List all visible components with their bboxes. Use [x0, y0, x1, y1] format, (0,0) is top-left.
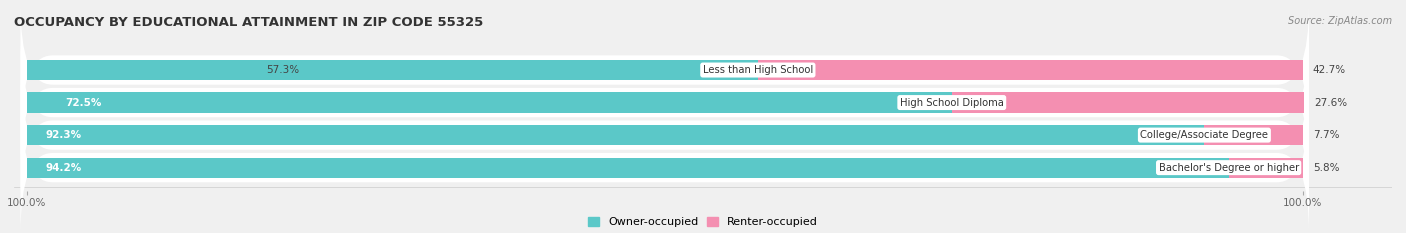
Bar — [27, 60, 758, 80]
Text: Source: ZipAtlas.com: Source: ZipAtlas.com — [1288, 16, 1392, 26]
Text: 72.5%: 72.5% — [65, 98, 101, 108]
FancyBboxPatch shape — [21, 101, 1309, 233]
FancyBboxPatch shape — [21, 36, 1309, 169]
Text: 5.8%: 5.8% — [1313, 163, 1340, 173]
Bar — [1205, 125, 1302, 145]
Bar — [27, 93, 952, 113]
FancyBboxPatch shape — [21, 3, 1309, 137]
Legend: Owner-occupied, Renter-occupied: Owner-occupied, Renter-occupied — [583, 212, 823, 232]
Text: Bachelor's Degree or higher: Bachelor's Degree or higher — [1159, 163, 1299, 173]
Text: College/Associate Degree: College/Associate Degree — [1140, 130, 1268, 140]
Bar — [758, 60, 1302, 80]
Text: 27.6%: 27.6% — [1315, 98, 1347, 108]
Text: 7.7%: 7.7% — [1313, 130, 1340, 140]
Text: 57.3%: 57.3% — [266, 65, 299, 75]
Text: 92.3%: 92.3% — [46, 130, 82, 140]
Bar — [27, 158, 1229, 178]
Text: 42.7%: 42.7% — [1313, 65, 1346, 75]
Text: 94.2%: 94.2% — [46, 163, 82, 173]
Bar — [1229, 158, 1302, 178]
Bar — [27, 125, 1205, 145]
FancyBboxPatch shape — [21, 69, 1309, 202]
Text: High School Diploma: High School Diploma — [900, 98, 1004, 108]
Bar — [952, 93, 1303, 113]
Text: OCCUPANCY BY EDUCATIONAL ATTAINMENT IN ZIP CODE 55325: OCCUPANCY BY EDUCATIONAL ATTAINMENT IN Z… — [14, 16, 484, 29]
Text: Less than High School: Less than High School — [703, 65, 813, 75]
